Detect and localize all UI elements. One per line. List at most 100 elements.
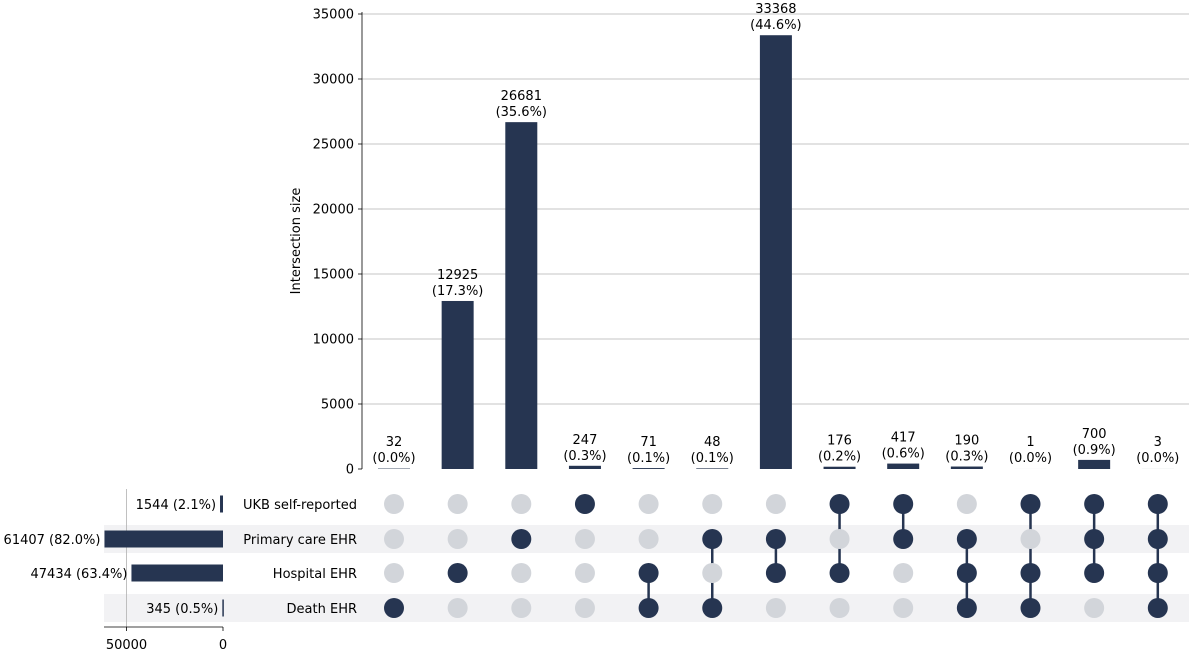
set-name-label: Primary care EHR [243,533,357,548]
y-tick-label: 15000 [313,268,354,283]
set-size-tick-label: 50000 [106,638,147,652]
bar-percent-label: (44.6%) [750,18,801,33]
matrix-dot-active [956,529,977,549]
bar-percent-label: (0.9%) [1073,443,1116,458]
bar-count-label: 1 [1026,435,1034,450]
matrix-dot-active [574,494,595,514]
matrix-dot-inactive [829,529,850,549]
y-tick-label: 25000 [313,138,354,153]
set-name-label: Death EHR [287,602,357,617]
matrix-dot-active [1084,529,1105,549]
matrix-dot-inactive [384,529,404,549]
matrix-dot-active [702,529,723,549]
intersection-bar [696,468,729,469]
set-size-tick-label: 0 [219,638,227,652]
bar-percent-label: (35.6%) [496,105,547,120]
matrix-dot-active [956,563,977,583]
matrix-dot-active [1084,494,1105,514]
set-size-label: 47434 (63.4%) [31,567,128,582]
set-name-label: UKB self-reported [243,498,357,513]
bar-count-label: 3 [1154,435,1162,450]
matrix-dot-inactive [765,494,786,514]
matrix-dot-active [447,563,468,583]
bar-count-label: 71 [640,435,657,450]
intersection-bar [441,300,474,469]
matrix-dot-inactive [384,494,404,514]
bar-percent-label: (0.1%) [691,451,734,466]
bar-percent-label: (17.3%) [432,284,483,299]
matrix-dot-active [893,494,914,514]
set-name-labels: UKB self-reported Primary care EHR Hospita… [243,498,357,617]
matrix-dot-inactive [511,494,532,514]
matrix-dot-active [765,529,786,549]
intersection-bars [378,35,1174,469]
matrix-dot-inactive [574,598,595,618]
matrix-dot-inactive [702,494,723,514]
intersection-bar [632,468,665,469]
matrix-dot-inactive [1020,529,1041,549]
matrix-dot-active [1084,563,1105,583]
matrix-dot-inactive [829,598,850,618]
y-tick-label: 10000 [313,333,354,348]
bar-percent-label: (0.2%) [818,450,861,465]
y-tick-label: 30000 [313,73,354,88]
matrix-dot-active [702,598,723,618]
matrix-dot-active [1020,494,1041,514]
bar-percent-label: (0.3%) [945,450,988,465]
matrix-dot-active [829,563,850,583]
matrix-dot-active [893,529,914,549]
matrix-dot-active [1147,494,1168,514]
matrix-dot-inactive [511,563,532,583]
y-tick-label: 20000 [313,203,354,218]
bar-count-label: 247 [573,433,598,448]
y-tick-label: 0 [346,463,354,478]
bar-count-label: 190 [954,434,979,449]
matrix-dot-active [1020,598,1041,618]
bar-percent-label: (0.0%) [372,451,415,466]
matrix-dot-active [1020,563,1041,583]
y-tick-label: 35000 [313,8,354,23]
bar-count-label: 12925 [437,268,478,283]
matrix-dot-inactive [447,598,468,618]
bar-count-label: 48 [704,435,721,450]
intersection-bar [505,122,538,469]
bar-percent-label: (0.1%) [627,451,670,466]
matrix-dot-inactive [893,563,914,583]
matrix-dot-inactive [447,494,468,514]
set-size-bars: 1544 (2.1%) 61407 (82.0%) 47434 (63.4%) 345… [4,489,227,652]
intersection-bar [823,466,856,469]
bar-count-label: 32 [386,435,403,450]
set-size-label: 61407 (82.0%) [4,533,101,548]
matrix-dot-inactive [893,598,914,618]
matrix-dot-active [511,529,532,549]
matrix-dot-inactive [765,598,786,618]
matrix-dot-active [638,598,659,618]
intersection-bar [568,465,601,469]
set-size-label: 1544 (2.1%) [136,498,216,513]
set-size-bar [220,495,223,513]
matrix-dot-inactive [574,529,595,549]
matrix-dot-inactive [702,563,723,583]
intersection-bar [759,35,792,469]
bar-count-label: 700 [1082,427,1107,442]
matrix-dot-active [829,494,850,514]
set-name-label: Hospital EHR [273,567,357,582]
matrix-dot-active [1147,529,1168,549]
set-size-bar [222,599,224,617]
bar-count-label: 33368 [755,2,796,17]
bar-percent-label: (0.6%) [882,447,925,462]
bar-percent-label: (0.3%) [563,449,606,464]
y-tick-label: 5000 [321,398,354,413]
bar-count-label: 176 [827,434,852,449]
matrix-dot-active [638,563,659,583]
y-axis: 0 5000 10000 15000 20000 25000 30000 35000 [313,8,363,478]
matrix-dot-active [1147,563,1168,583]
bar-count-label: 26681 [501,89,542,104]
intersection-bar [887,463,920,469]
bar-count-label: 417 [891,431,916,446]
membership-matrix [384,494,1168,618]
intersection-bar-labels: 32(0.0%)12925(17.3%)26681(35.6%)247(0.3%… [372,2,1179,466]
bar-percent-label: (0.0%) [1009,451,1052,466]
intersection-bar [950,466,983,469]
